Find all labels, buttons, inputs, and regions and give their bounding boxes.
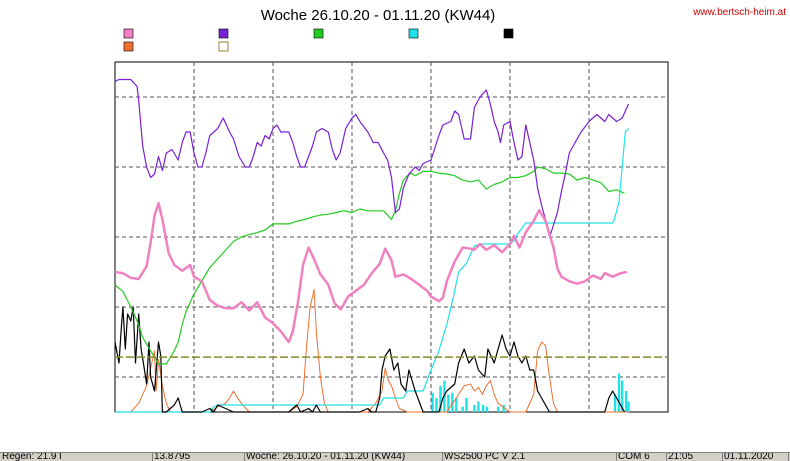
rain-bar	[455, 398, 458, 412]
series-line-temp-a-n	[114, 201, 628, 344]
legend-item	[503, 28, 514, 39]
legend-swatch	[408, 28, 419, 39]
series-line-wind	[114, 306, 626, 413]
legend-swatch	[123, 28, 134, 39]
rain-bar	[477, 401, 480, 412]
status-cell: WS2500 PC V 2.1	[444, 453, 617, 461]
legend	[123, 28, 514, 52]
status-cell: 13.8795	[154, 453, 245, 461]
legend-swatch	[218, 41, 229, 52]
data-series	[114, 78, 668, 413]
legend-item	[123, 28, 134, 39]
rain-bar	[624, 391, 628, 412]
rain-bar	[613, 394, 617, 412]
rain-bar	[485, 406, 489, 412]
series-line-regen	[115, 128, 629, 413]
legend-item	[218, 28, 229, 39]
rain-bar	[465, 398, 468, 412]
rain-bar	[435, 398, 438, 412]
rain-bar	[451, 392, 454, 412]
legend-item	[218, 41, 229, 52]
rain-bar	[473, 405, 476, 412]
grid-lines	[115, 62, 668, 412]
legend-swatch	[503, 28, 514, 39]
site-url[interactable]: www.bertsch-heim.at	[692, 7, 786, 18]
chart-title: Woche 26.10.20 - 01.11.20 (KW44)	[261, 7, 496, 24]
legend-swatch	[218, 28, 229, 39]
rain-bar	[431, 392, 434, 412]
status-cell: Regen: 21.9 l	[2, 453, 153, 461]
rain-bar	[447, 394, 450, 412]
rain-bar	[439, 385, 442, 412]
rain-bar	[481, 405, 485, 412]
series-line-feuchte-a-n	[114, 78, 630, 238]
legend-swatch	[313, 28, 324, 39]
status-cell: Woche: 26.10.20 - 01.11.20 (KW44)	[246, 453, 443, 461]
legend-item	[313, 28, 324, 39]
rain-bar	[461, 406, 464, 412]
rain-bar	[627, 401, 630, 412]
status-cell: 21:05	[668, 453, 723, 461]
status-bar: Regen: 21.9 l 13.8795 Woche: 26.10.20 - 01…	[0, 452, 790, 461]
rain-bar	[496, 406, 500, 412]
rain-bar	[620, 380, 624, 412]
rain-bar	[617, 373, 621, 412]
legend-swatch	[123, 41, 134, 52]
series-line-luftdruck	[114, 166, 625, 365]
legend-item	[123, 41, 134, 52]
rain-bar	[502, 405, 505, 412]
legend-item	[408, 28, 419, 39]
status-cell: COM 6	[618, 453, 667, 461]
status-cell: 01.11.2020	[724, 453, 789, 461]
